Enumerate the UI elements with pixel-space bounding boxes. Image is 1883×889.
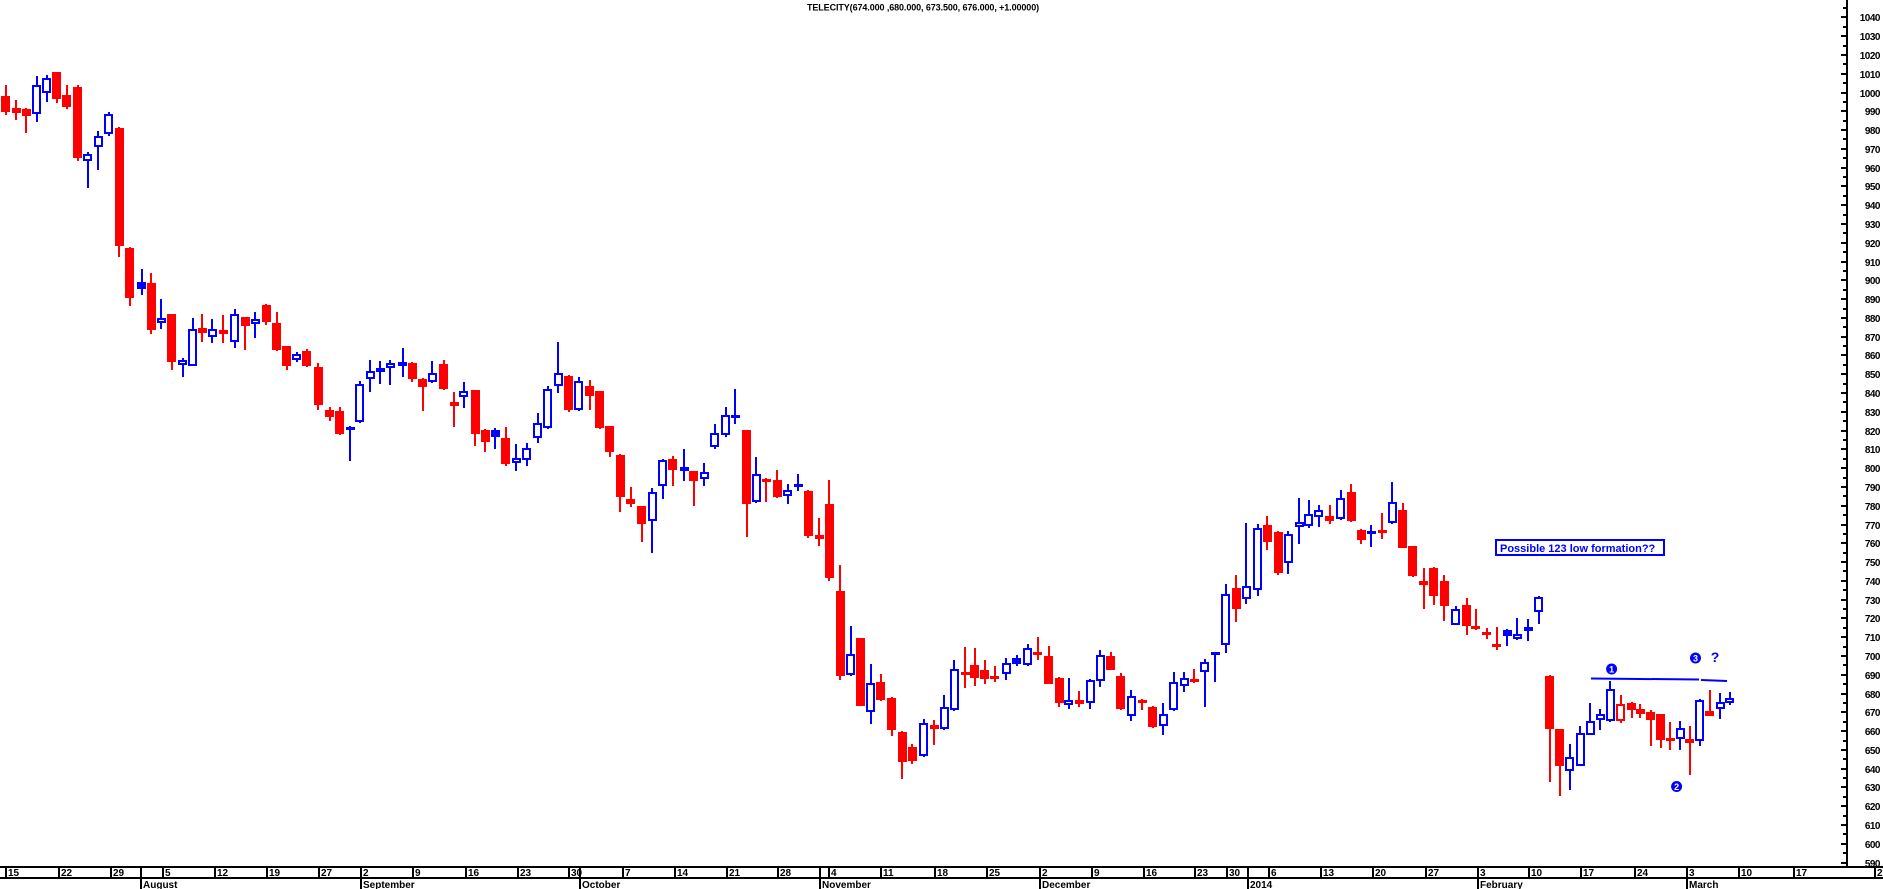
svg-text:710: 710: [1865, 633, 1881, 644]
svg-text:14: 14: [677, 868, 689, 879]
svg-text:620: 620: [1865, 802, 1881, 813]
svg-text:810: 810: [1865, 445, 1881, 456]
svg-text:920: 920: [1865, 239, 1881, 250]
svg-text:1020: 1020: [1860, 51, 1881, 62]
svg-text:950: 950: [1865, 182, 1881, 193]
svg-text:10: 10: [1531, 868, 1543, 879]
svg-text:630: 630: [1865, 783, 1881, 794]
svg-text:780: 780: [1865, 502, 1881, 513]
svg-text:730: 730: [1865, 596, 1881, 607]
svg-text:2: 2: [1674, 782, 1679, 792]
svg-text:740: 740: [1865, 577, 1881, 588]
svg-text:23: 23: [520, 868, 532, 879]
svg-text:9: 9: [1094, 868, 1100, 879]
svg-text:4: 4: [831, 868, 837, 879]
svg-text:840: 840: [1865, 389, 1881, 400]
svg-text:17: 17: [1583, 868, 1595, 879]
svg-text:22: 22: [61, 868, 73, 879]
svg-text:600: 600: [1865, 840, 1881, 851]
svg-text:5: 5: [165, 868, 171, 879]
svg-text:910: 910: [1865, 258, 1881, 269]
svg-text:750: 750: [1865, 558, 1881, 569]
svg-text:7: 7: [625, 868, 631, 879]
svg-text:13: 13: [1323, 868, 1335, 879]
svg-text:830: 830: [1865, 408, 1881, 419]
svg-text:30: 30: [1229, 868, 1241, 879]
svg-text:660: 660: [1865, 727, 1881, 738]
svg-text:11: 11: [883, 868, 894, 879]
svg-text:870: 870: [1865, 333, 1881, 344]
svg-text:890: 890: [1865, 295, 1881, 306]
svg-text:28: 28: [780, 868, 792, 879]
svg-text:700: 700: [1865, 652, 1881, 663]
svg-text:6: 6: [1271, 868, 1277, 879]
svg-text:20: 20: [1375, 868, 1387, 879]
svg-text:590: 590: [1865, 859, 1881, 870]
svg-text:900: 900: [1865, 276, 1881, 287]
svg-text:2: 2: [1877, 868, 1883, 879]
svg-text:?: ?: [1711, 649, 1720, 665]
svg-text:2014: 2014: [1250, 880, 1273, 889]
svg-text:990: 990: [1865, 107, 1881, 118]
svg-text:2: 2: [363, 868, 369, 879]
svg-text:29: 29: [113, 868, 125, 879]
svg-text:12: 12: [217, 868, 229, 879]
svg-text:Possible 123 low formation??: Possible 123 low formation??: [1500, 543, 1656, 555]
svg-text:3: 3: [1689, 868, 1695, 879]
svg-text:930: 930: [1865, 220, 1881, 231]
svg-text:25: 25: [989, 868, 1001, 879]
svg-text:670: 670: [1865, 708, 1881, 719]
svg-text:1: 1: [1609, 665, 1614, 675]
svg-text:December: December: [1042, 880, 1090, 889]
svg-text:3: 3: [1480, 868, 1486, 879]
svg-text:October: October: [582, 880, 620, 889]
svg-text:970: 970: [1865, 145, 1881, 156]
svg-text:850: 850: [1865, 370, 1881, 381]
svg-text:August: August: [143, 880, 178, 889]
svg-text:16: 16: [468, 868, 480, 879]
svg-text:10: 10: [1741, 868, 1753, 879]
svg-text:27: 27: [321, 868, 333, 879]
svg-text:860: 860: [1865, 351, 1881, 362]
svg-text:September: September: [363, 880, 415, 889]
svg-text:790: 790: [1865, 483, 1881, 494]
svg-text:1030: 1030: [1860, 32, 1881, 43]
svg-text:640: 640: [1865, 765, 1881, 776]
svg-text:2: 2: [1042, 868, 1048, 879]
svg-text:23: 23: [1197, 868, 1209, 879]
svg-text:1010: 1010: [1860, 70, 1881, 81]
svg-text:27: 27: [1428, 868, 1440, 879]
svg-text:3: 3: [1693, 654, 1698, 664]
svg-text:November: November: [822, 880, 871, 889]
svg-text:960: 960: [1865, 164, 1881, 175]
svg-text:9: 9: [415, 868, 421, 879]
svg-text:1000: 1000: [1860, 89, 1881, 100]
svg-text:800: 800: [1865, 464, 1881, 475]
svg-text:21: 21: [729, 868, 741, 879]
svg-text:15: 15: [8, 868, 20, 879]
svg-text:19: 19: [269, 868, 281, 879]
svg-text:30: 30: [571, 868, 583, 879]
svg-text:610: 610: [1865, 821, 1881, 832]
svg-text:980: 980: [1865, 126, 1881, 137]
svg-text:24: 24: [1637, 868, 1649, 879]
svg-text:16: 16: [1146, 868, 1158, 879]
svg-text:940: 940: [1865, 201, 1881, 212]
svg-text:770: 770: [1865, 521, 1881, 532]
svg-text:March: March: [1689, 880, 1718, 889]
svg-text:17: 17: [1796, 868, 1808, 879]
svg-text:680: 680: [1865, 690, 1881, 701]
svg-text:720: 720: [1865, 614, 1881, 625]
svg-text:820: 820: [1865, 427, 1881, 438]
svg-text:February: February: [1480, 880, 1523, 889]
svg-text:TELECITY(674.000 ,680.000, 673: TELECITY(674.000 ,680.000, 673.500, 676.…: [807, 3, 1039, 13]
svg-text:1040: 1040: [1860, 13, 1881, 24]
svg-text:690: 690: [1865, 671, 1881, 682]
svg-text:650: 650: [1865, 746, 1881, 757]
svg-text:760: 760: [1865, 539, 1881, 550]
svg-text:880: 880: [1865, 314, 1881, 325]
svg-text:18: 18: [937, 868, 949, 879]
